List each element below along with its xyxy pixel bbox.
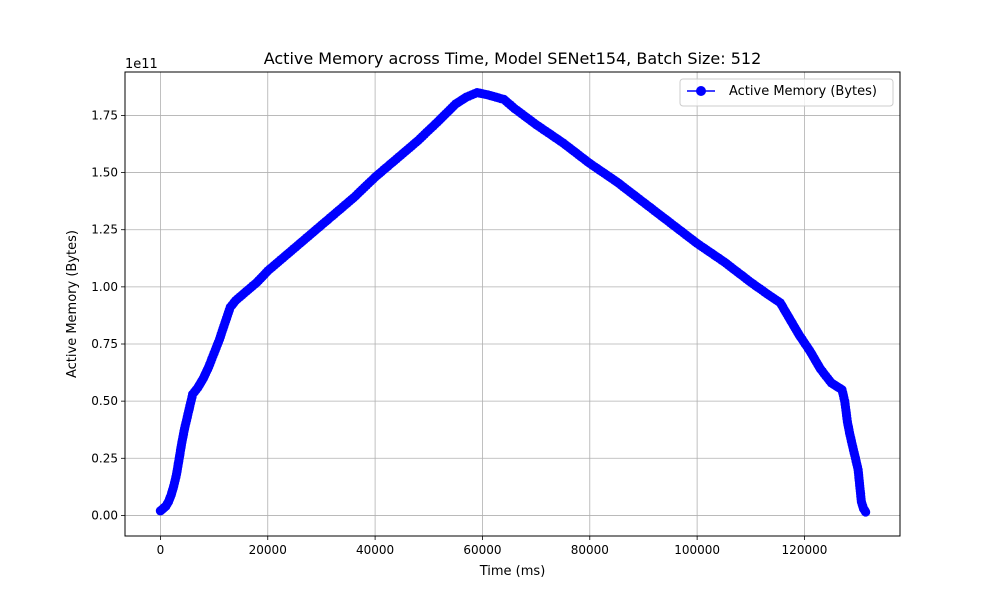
data-point: [861, 507, 871, 517]
data-series: [155, 88, 871, 517]
plot-frame: [124, 71, 901, 537]
y-tick-label: 0.00: [91, 508, 118, 522]
y-tick-label: 0.50: [91, 394, 118, 408]
x-tick-label: 60000: [463, 543, 501, 557]
legend-label: Active Memory (Bytes): [729, 84, 877, 99]
x-axis-ticks: 0 20000 40000 60000 80000 100000 120000: [157, 536, 828, 557]
y-tick-label: 1.75: [91, 108, 118, 122]
legend: Active Memory (Bytes): [679, 78, 894, 107]
x-tick-label: 100000: [674, 543, 720, 557]
y-tick-label: 0.25: [91, 451, 118, 465]
x-tick-label: 80000: [571, 543, 609, 557]
legend-box: [679, 78, 894, 107]
y-tick-label: 1.25: [91, 223, 118, 237]
x-tick-label: 40000: [356, 543, 394, 557]
x-axis-label: Time (ms): [479, 564, 546, 579]
x-tick-label: 20000: [249, 543, 287, 557]
y-tick-label: 1.50: [91, 166, 118, 180]
chart-title: Active Memory across Time, Model SENet15…: [264, 49, 762, 68]
y-axis-ticks: 0.00 0.25 0.50 0.75 1.00 1.25 1.50 1.75: [91, 108, 125, 522]
legend-marker-swatch: [696, 86, 706, 96]
y-offset-label: 1e11: [125, 57, 158, 72]
grid-lines: [125, 72, 900, 536]
x-tick-label: 0: [157, 543, 165, 557]
y-axis-label: Active Memory (Bytes): [65, 230, 80, 378]
y-tick-label: 1.00: [91, 280, 118, 294]
x-tick-label: 120000: [782, 543, 828, 557]
y-tick-label: 0.75: [91, 337, 118, 351]
